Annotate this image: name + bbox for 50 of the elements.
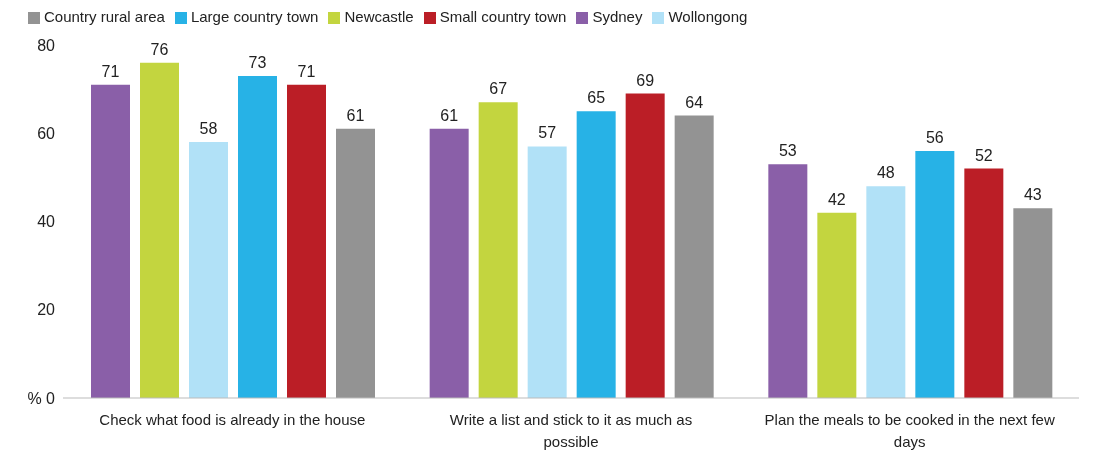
data-label: 57 xyxy=(538,124,557,142)
bar xyxy=(238,75,277,398)
data-label: 71 xyxy=(297,62,316,80)
data-label: 58 xyxy=(199,120,218,138)
data-label: 48 xyxy=(876,164,895,182)
data-label: 76 xyxy=(150,40,169,58)
bar xyxy=(817,212,857,398)
legend-label: Sydney xyxy=(592,8,643,25)
bar xyxy=(1013,208,1053,398)
bar xyxy=(576,111,616,398)
bar xyxy=(527,146,567,398)
legend-label: Country rural area xyxy=(44,8,165,25)
bar xyxy=(915,150,955,398)
x-tick-label: Plan the meals to be cooked in the next few days xyxy=(764,410,1055,450)
data-label: 73 xyxy=(248,53,267,71)
y-tick-label: 60 xyxy=(37,124,56,142)
bar xyxy=(674,115,714,398)
y-tick-label: 40 xyxy=(37,213,56,231)
data-label: 61 xyxy=(346,106,365,124)
legend-label: Newcastle xyxy=(344,8,414,25)
data-label: 71 xyxy=(101,62,120,80)
data-label: 42 xyxy=(827,190,846,208)
bar xyxy=(964,168,1004,398)
data-label: 67 xyxy=(489,80,508,98)
bar xyxy=(336,128,375,398)
data-label: 65 xyxy=(587,89,606,107)
legend-label: Large country town xyxy=(190,8,319,25)
y-tick-label: 20 xyxy=(37,301,56,319)
data-label: 52 xyxy=(974,146,993,164)
bar xyxy=(189,142,228,398)
bar xyxy=(429,128,469,398)
data-label: 53 xyxy=(778,142,797,160)
data-label: 43 xyxy=(1023,186,1042,204)
data-label: 69 xyxy=(636,71,655,89)
bar xyxy=(478,102,518,398)
data-label: 56 xyxy=(925,128,944,146)
data-label: 61 xyxy=(440,106,459,124)
bar xyxy=(140,62,179,398)
legend-label: Small country town xyxy=(439,8,567,25)
bar xyxy=(866,186,906,398)
x-tick-label: Write a list and stick to it as much as possible xyxy=(449,410,693,450)
bar xyxy=(287,84,326,398)
legend-label: Wollongong xyxy=(668,8,748,25)
bar xyxy=(625,93,665,398)
bar xyxy=(768,164,808,398)
data-label: 64 xyxy=(685,93,704,111)
x-tick-label: Check what food is already in the house xyxy=(99,410,366,428)
y-tick-label: % 0 xyxy=(27,389,56,407)
y-tick-label: 80 xyxy=(37,36,56,54)
bar xyxy=(91,84,130,398)
